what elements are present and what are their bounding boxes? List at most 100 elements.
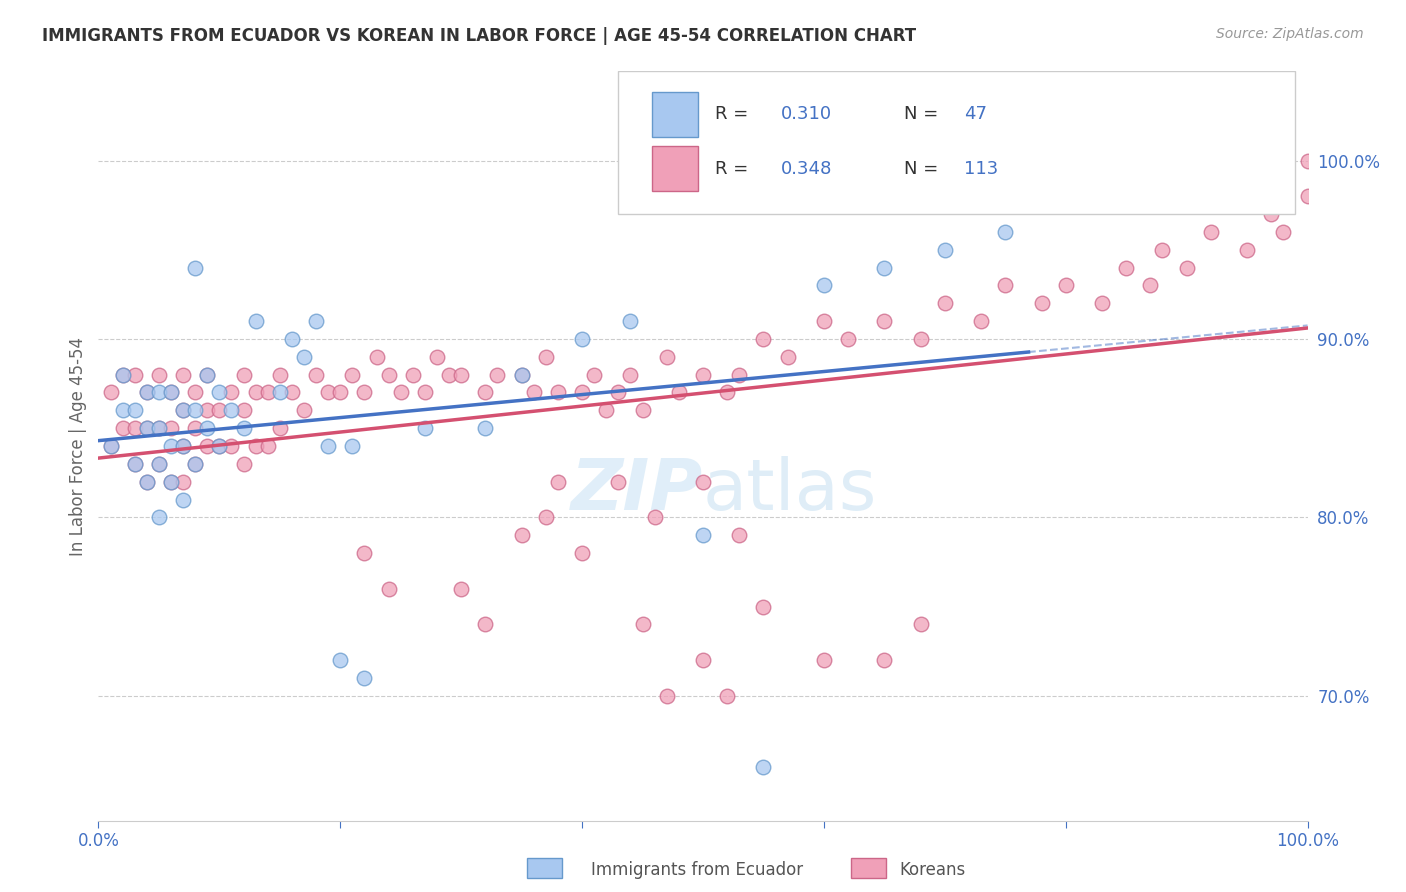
Text: 0.310: 0.310 — [780, 105, 831, 123]
Point — [934, 243, 956, 257]
Text: ZIP: ZIP — [571, 457, 703, 525]
Point — [728, 368, 751, 382]
Point — [256, 439, 278, 453]
Point — [172, 403, 194, 417]
Text: Koreans: Koreans — [900, 861, 966, 879]
Y-axis label: In Labor Force | Age 45-54: In Labor Force | Age 45-54 — [69, 336, 87, 556]
Point — [1031, 296, 1053, 310]
Point — [619, 314, 641, 328]
Text: IMMIGRANTS FROM ECUADOR VS KOREAN IN LABOR FORCE | AGE 45-54 CORRELATION CHART: IMMIGRANTS FROM ECUADOR VS KOREAN IN LAB… — [42, 27, 917, 45]
Point — [184, 421, 207, 435]
Point — [595, 403, 617, 417]
Point — [692, 653, 714, 667]
Point — [245, 314, 267, 328]
Point — [631, 403, 654, 417]
Point — [426, 350, 449, 364]
Point — [208, 385, 231, 400]
Point — [353, 546, 375, 560]
Point — [1091, 296, 1114, 310]
Text: N =: N = — [904, 105, 943, 123]
Point — [124, 403, 146, 417]
Point — [571, 546, 593, 560]
Point — [184, 403, 207, 417]
Point — [692, 368, 714, 382]
Point — [111, 368, 134, 382]
Point — [607, 385, 630, 400]
Point — [329, 653, 352, 667]
Point — [644, 510, 666, 524]
Point — [292, 350, 315, 364]
Point — [256, 385, 278, 400]
Point — [1115, 260, 1137, 275]
Point — [450, 582, 472, 596]
Point — [124, 457, 146, 471]
Text: N =: N = — [904, 160, 943, 178]
Point — [148, 421, 170, 435]
Point — [474, 421, 496, 435]
Point — [813, 278, 835, 293]
Point — [413, 421, 436, 435]
Point — [232, 421, 254, 435]
Point — [111, 403, 134, 417]
Point — [752, 760, 775, 774]
Point — [135, 421, 157, 435]
Point — [994, 225, 1017, 239]
Point — [728, 528, 751, 542]
Point — [1272, 225, 1295, 239]
Point — [1199, 225, 1222, 239]
Point — [100, 439, 122, 453]
Point — [692, 475, 714, 489]
Point — [716, 689, 738, 703]
Point — [692, 528, 714, 542]
Point — [619, 368, 641, 382]
Point — [281, 385, 304, 400]
Point — [160, 475, 183, 489]
Point — [172, 439, 194, 453]
Point — [534, 510, 557, 524]
Text: R =: R = — [716, 105, 754, 123]
Point — [607, 475, 630, 489]
Point — [135, 421, 157, 435]
Point — [510, 528, 533, 542]
Point — [510, 368, 533, 382]
Point — [160, 439, 183, 453]
Point — [172, 368, 194, 382]
Point — [716, 385, 738, 400]
Point — [124, 368, 146, 382]
Point — [655, 689, 678, 703]
Point — [534, 350, 557, 364]
Point — [221, 385, 243, 400]
Point — [377, 582, 399, 596]
Text: Source: ZipAtlas.com: Source: ZipAtlas.com — [1216, 27, 1364, 41]
Point — [970, 314, 993, 328]
Point — [305, 314, 328, 328]
Point — [172, 439, 194, 453]
Text: Immigrants from Ecuador: Immigrants from Ecuador — [591, 861, 803, 879]
Text: 113: 113 — [965, 160, 998, 178]
Point — [221, 439, 243, 453]
Text: atlas: atlas — [703, 457, 877, 525]
Point — [752, 332, 775, 346]
Point — [316, 439, 339, 453]
Point — [269, 421, 291, 435]
Point — [148, 368, 170, 382]
Point — [353, 671, 375, 685]
Point — [160, 475, 183, 489]
Point — [547, 385, 569, 400]
Point — [547, 475, 569, 489]
Point — [437, 368, 460, 382]
Point — [100, 439, 122, 453]
Text: 0.348: 0.348 — [780, 160, 832, 178]
Point — [148, 421, 170, 435]
Point — [232, 403, 254, 417]
Point — [208, 403, 231, 417]
Bar — [527, 858, 562, 878]
Point — [1054, 278, 1077, 293]
Point — [148, 385, 170, 400]
Point — [1296, 189, 1319, 203]
Point — [208, 439, 231, 453]
Point — [1260, 207, 1282, 221]
Point — [135, 385, 157, 400]
Point — [389, 385, 412, 400]
Point — [342, 439, 364, 453]
